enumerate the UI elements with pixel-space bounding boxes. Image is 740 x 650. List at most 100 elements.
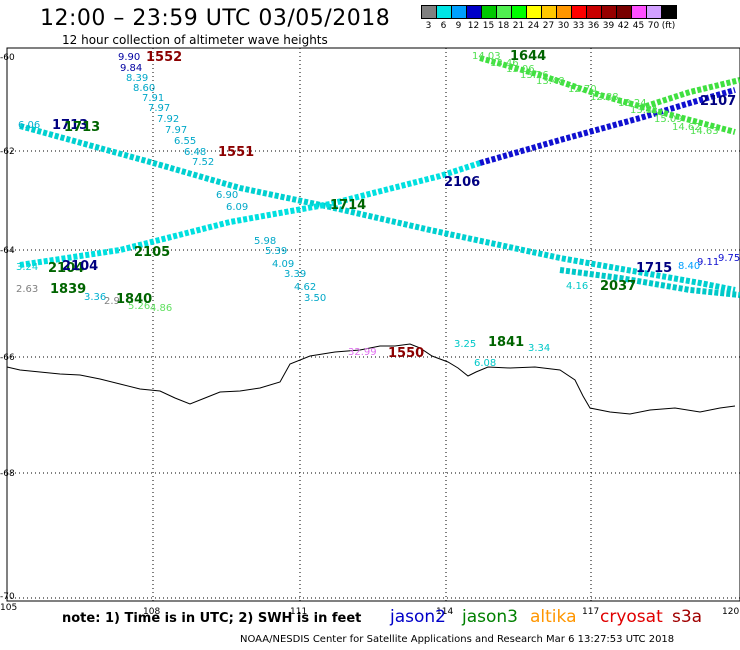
wave-value: 3.34 bbox=[528, 343, 550, 354]
pass-time-label: 1550 bbox=[388, 346, 424, 361]
scale-label: 12 bbox=[467, 21, 480, 31]
pass-time-label: 2107 bbox=[700, 94, 736, 109]
pass-time-label: 1644 bbox=[510, 49, 546, 64]
scale-label: 27 bbox=[542, 21, 555, 31]
wave-value: 9.11 bbox=[697, 257, 719, 268]
grid-lines bbox=[7, 48, 740, 601]
pass-time-label: 2104 bbox=[48, 261, 84, 276]
x-tick-label: 105 bbox=[0, 603, 17, 613]
wave-value: 13.46 bbox=[490, 58, 519, 69]
wave-value: 4.62 bbox=[294, 282, 316, 293]
scale-swatch bbox=[661, 5, 677, 19]
pass-time-label: 1714 bbox=[330, 198, 366, 213]
pass-time-label: 1551 bbox=[218, 145, 254, 160]
wave-value: 9.75 bbox=[718, 253, 740, 264]
pass-time-label: 2037 bbox=[600, 279, 636, 294]
coastline bbox=[6, 343, 736, 415]
scale-label: 15 bbox=[482, 21, 495, 31]
scale-label: 9 bbox=[455, 21, 462, 31]
wave-value: 4.86 bbox=[150, 303, 172, 314]
wave-value: 5.26 bbox=[128, 301, 150, 312]
wave-value: 3.36 bbox=[84, 292, 106, 303]
track-ascending-blue bbox=[479, 87, 736, 166]
scale-label: 30 bbox=[557, 21, 570, 31]
scale-label: 6 bbox=[440, 21, 447, 31]
pass-time-label: 2105 bbox=[134, 245, 170, 260]
scale-label: (ft) bbox=[661, 21, 676, 31]
wave-value: 4.16 bbox=[566, 281, 588, 292]
pass-tracks bbox=[19, 55, 740, 298]
wave-value: 14.62 bbox=[672, 122, 701, 133]
pass-time-label: 1840 bbox=[116, 292, 152, 307]
wave-value: 13.48 bbox=[536, 76, 565, 87]
y-tick-label: -62 bbox=[0, 147, 15, 157]
scale-label: 33 bbox=[572, 21, 585, 31]
wave-value: 9.84 bbox=[120, 63, 142, 74]
x-tick-label: 120 bbox=[722, 607, 739, 617]
pass-time-label: 1839 bbox=[50, 282, 86, 297]
wave-value: 8.40 bbox=[678, 261, 700, 272]
wave-value: 14.63 bbox=[690, 126, 719, 137]
wave-value: 12.70 bbox=[568, 84, 597, 95]
x-tick-label: 108 bbox=[143, 607, 160, 617]
scale-label: 36 bbox=[587, 21, 600, 31]
wave-value: 6.06 bbox=[18, 120, 40, 131]
wave-value: 7.97 bbox=[165, 125, 187, 136]
track-ascending-cyan bbox=[19, 160, 481, 268]
legend-s3a: s3a bbox=[672, 607, 703, 627]
wave-height-color-scale bbox=[421, 5, 677, 19]
wave-value: 3.50 bbox=[304, 293, 326, 304]
scale-label: 18 bbox=[497, 21, 510, 31]
wave-value: 3.25 bbox=[454, 339, 476, 350]
wave-value: 6.09 bbox=[226, 202, 248, 213]
wave-value: 6.55 bbox=[174, 136, 196, 147]
legend-jason3: jason3 bbox=[462, 607, 518, 627]
pass-time-label: 1841 bbox=[488, 335, 524, 350]
scale-label: 3 bbox=[425, 21, 432, 31]
wave-value: 2.9 bbox=[104, 296, 120, 307]
map-subtitle: 12 hour collection of altimeter wave hei… bbox=[62, 33, 328, 47]
wave-value: 4.09 bbox=[272, 259, 294, 270]
wave-value: 15.09 bbox=[654, 114, 683, 125]
wave-value: 13.24 bbox=[618, 98, 647, 109]
pass-time-label: 1552 bbox=[146, 50, 182, 65]
scale-label: 42 bbox=[617, 21, 630, 31]
x-tick-label: 114 bbox=[436, 607, 453, 617]
pass-time-label: 1715 bbox=[636, 261, 672, 276]
pass-time-label: 2104 bbox=[62, 259, 98, 274]
scale-label: 45 bbox=[632, 21, 645, 31]
track-green-descending bbox=[479, 55, 736, 135]
legend-altika: altika bbox=[530, 607, 577, 627]
wave-value: 6.48 bbox=[184, 147, 206, 158]
scale-label: 70 bbox=[647, 21, 660, 31]
wave-value: 6.90 bbox=[216, 190, 238, 201]
track-green-ascending bbox=[639, 77, 740, 111]
wave-value: 32.99 bbox=[348, 347, 377, 358]
wave-value: 8.39 bbox=[126, 73, 148, 84]
track-lower-right bbox=[559, 267, 740, 298]
pass-time-label: 2106 bbox=[444, 175, 480, 190]
y-tick-label: -68 bbox=[0, 469, 15, 479]
scale-label: 39 bbox=[602, 21, 615, 31]
wave-value: 7.92 bbox=[157, 114, 179, 125]
map-title: 12:00 – 23:59 UTC 03/05/2018 bbox=[40, 6, 391, 31]
wave-value: 12.88 bbox=[590, 92, 619, 103]
y-tick-label: -66 bbox=[0, 353, 15, 363]
x-tick-label: 111 bbox=[290, 607, 307, 617]
wave-value: 13.26 bbox=[520, 70, 549, 81]
plot-frame bbox=[6, 47, 740, 602]
wave-value: 8.60 bbox=[133, 83, 155, 94]
wave-value: 14.03 bbox=[472, 51, 501, 62]
y-tick-label: -64 bbox=[0, 246, 15, 256]
wave-value: 3.24 bbox=[16, 262, 38, 273]
wave-value: 7.91 bbox=[142, 93, 164, 104]
pass-time-labels: 1552 1551 1550 1644 1713 1713 1714 2106 … bbox=[48, 49, 736, 361]
wave-value: 13.06 bbox=[506, 64, 535, 75]
wave-value: 9.90 bbox=[118, 52, 140, 63]
wave-height-values: 9.90 9.84 8.39 8.60 7.91 7.97 7.92 7.97 … bbox=[16, 51, 740, 369]
track-descending-cyan bbox=[19, 123, 736, 293]
footnote: note: 1) Time is in UTC; 2) SWH is in fe… bbox=[62, 611, 362, 626]
wave-value: 2.63 bbox=[16, 284, 38, 295]
legend-cryosat: cryosat bbox=[600, 607, 663, 627]
